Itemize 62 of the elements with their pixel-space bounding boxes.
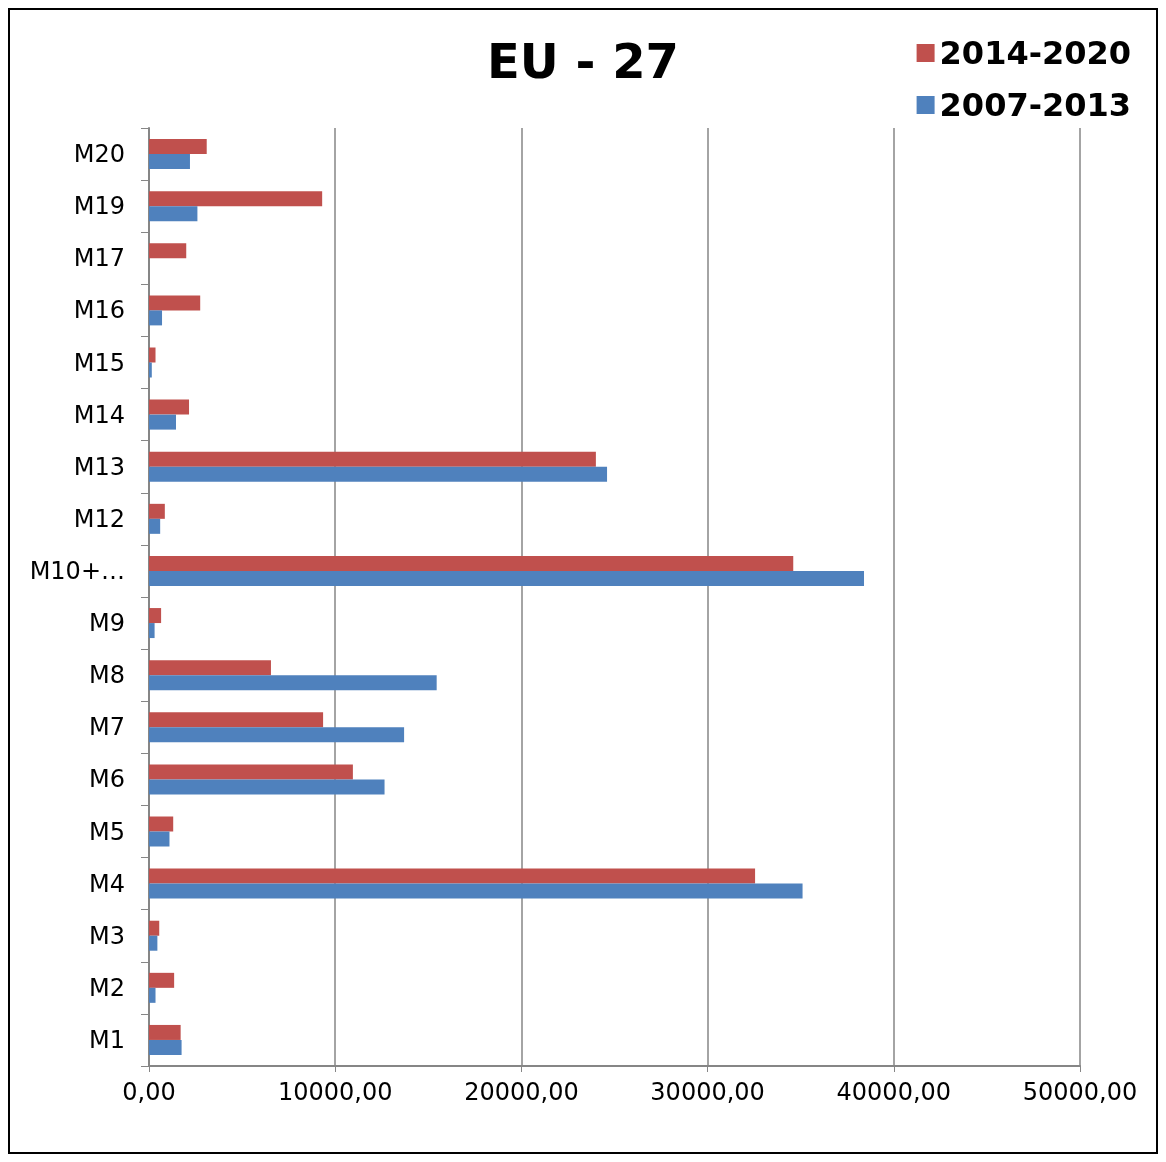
legend-label: 2014-2020 [939,34,1131,72]
y-tick-label: M8 [89,661,125,690]
bar [149,206,198,222]
bar [149,139,207,155]
bar [149,570,865,586]
x-tick-label: 40000,00 [836,1078,952,1106]
bar [149,987,156,1003]
y-tick-label: M15 [73,348,125,377]
y-tick-label: M14 [73,400,125,429]
bar [149,503,165,519]
bar [149,310,163,326]
bar [149,555,794,571]
bar [149,1039,182,1055]
bar [149,764,353,780]
y-tick-label: M7 [89,713,125,742]
y-tick-label: M17 [73,244,125,273]
bar [149,295,201,311]
chart-title: EU - 27 [487,33,679,89]
y-tick-label: M1 [89,1025,125,1054]
bar [149,154,190,170]
bar [149,466,608,482]
bar [149,727,405,743]
y-tick-label: M9 [89,609,125,638]
bar [149,191,323,207]
y-tick-label: M16 [73,296,125,325]
bar [149,920,160,936]
x-tick-label: 20000,00 [464,1078,579,1106]
bar [149,972,175,988]
y-tick-label: M4 [89,869,125,898]
x-tick-label: 50000,00 [1022,1078,1138,1106]
bar [149,347,156,363]
y-tick-label: M6 [89,765,125,794]
y-tick-label: M19 [73,192,125,221]
y-tick-label: M12 [73,504,125,533]
bar [149,414,176,430]
x-tick-label: 30000,00 [650,1078,765,1106]
y-tick-label: M13 [73,452,125,481]
bar [149,243,187,259]
bar [149,868,756,884]
bar [149,518,161,534]
bar [149,779,385,795]
y-tick-label: M20 [73,140,125,169]
bar [149,451,596,467]
bar [149,675,437,691]
y-tick-label: M3 [89,921,125,950]
bar [149,608,162,624]
bar [149,623,155,639]
bar [149,399,190,415]
bar [149,883,803,899]
bar [149,362,152,378]
y-tick-label: M10+… [29,556,125,585]
bar [149,816,174,832]
y-tick-label: M5 [89,817,125,846]
bar [149,1024,181,1040]
legend-label: 2007-2013 [939,86,1131,124]
x-tick-label: 0,00 [122,1078,176,1106]
bar [149,831,170,847]
bar [149,935,158,951]
bar [149,660,271,676]
x-tick-label: 10000,00 [277,1078,393,1106]
y-tick-label: M2 [89,973,125,1002]
bar [149,712,324,728]
